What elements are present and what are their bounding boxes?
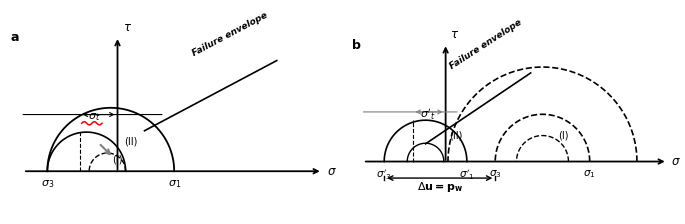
Text: $\sigma'_t$: $\sigma'_t$ [420, 107, 435, 122]
Text: $\sigma_1$: $\sigma_1$ [168, 178, 181, 190]
Text: $\sigma$: $\sigma$ [327, 165, 336, 178]
Text: $\sigma'_3$: $\sigma'_3$ [377, 168, 392, 182]
Text: a: a [11, 31, 19, 44]
Text: $\sigma_1$: $\sigma_1$ [584, 168, 596, 180]
Text: Failure envelope: Failure envelope [448, 17, 523, 71]
Text: (II): (II) [124, 137, 138, 146]
Text: (II): (II) [449, 131, 462, 140]
Text: (I): (I) [112, 154, 123, 164]
Text: $\Delta\mathbf{u = p_w}$: $\Delta\mathbf{u = p_w}$ [416, 180, 463, 194]
Text: $\sigma_3$: $\sigma_3$ [40, 178, 54, 190]
Text: $\tau$: $\tau$ [450, 28, 460, 41]
Text: $\sigma'_1$: $\sigma'_1$ [459, 168, 475, 182]
Text: (I): (I) [558, 131, 569, 140]
Text: $\sigma$: $\sigma$ [671, 155, 681, 168]
Text: $\sigma_3$: $\sigma_3$ [489, 168, 501, 180]
Text: $\sigma_t$: $\sigma_t$ [88, 111, 100, 123]
Text: Failure envelope: Failure envelope [190, 11, 269, 58]
Text: $\tau$: $\tau$ [123, 21, 132, 34]
Text: b: b [352, 39, 361, 52]
